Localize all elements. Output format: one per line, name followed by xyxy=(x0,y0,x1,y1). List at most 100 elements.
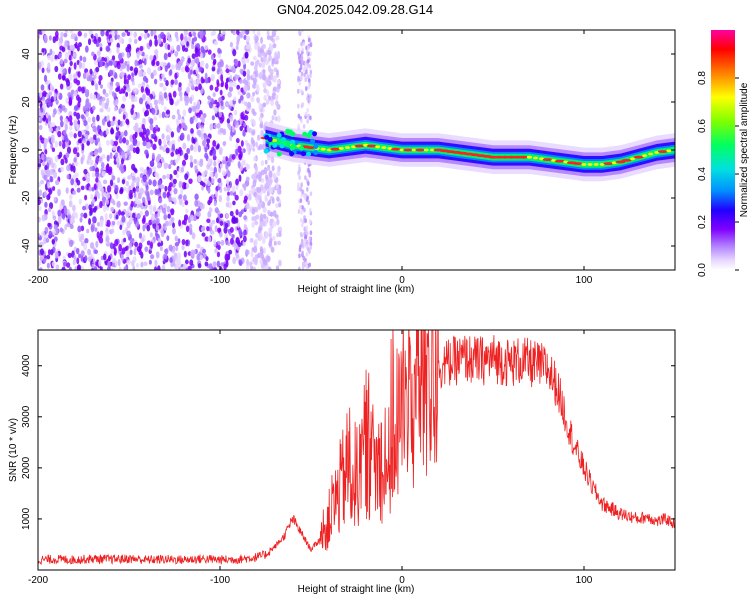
heatmap-cell xyxy=(81,143,85,151)
heatmap-cell xyxy=(197,122,201,129)
heatmap-cell xyxy=(163,77,167,83)
heatmap-cell xyxy=(243,215,247,221)
heatmap-cell xyxy=(189,96,193,105)
heatmap-cell xyxy=(177,238,181,244)
heatmap-cell xyxy=(189,155,193,162)
heatmap-cell xyxy=(239,189,244,197)
heatmap-cell xyxy=(149,118,154,125)
heatmap-cell xyxy=(188,107,192,114)
heatmap-cell xyxy=(270,156,275,164)
heatmap-cell xyxy=(261,256,266,263)
heatmap-cell xyxy=(82,72,87,80)
heatmap-cell xyxy=(181,244,185,251)
heatmap-cell xyxy=(205,256,209,262)
heatmap-cell xyxy=(140,32,144,38)
heatmap-cell xyxy=(233,109,238,116)
spectrogram-x-axis: -200 -100 0 100 xyxy=(28,30,593,286)
heatmap-cell xyxy=(192,138,196,144)
heatmap-cell xyxy=(82,176,87,182)
heatmap-cell xyxy=(118,243,123,252)
heatmap-cell xyxy=(256,30,261,37)
signal-peak xyxy=(666,149,672,153)
heatmap-cell xyxy=(239,125,244,132)
heatmap-cell xyxy=(149,55,154,61)
heatmap-cell xyxy=(252,139,256,148)
heatmap-cell xyxy=(217,177,222,184)
heatmap-cell xyxy=(136,51,140,59)
heatmap-cell xyxy=(139,187,144,195)
heatmap-cell xyxy=(113,140,119,146)
heatmap-cell xyxy=(177,63,181,71)
heatmap-cell xyxy=(48,230,53,237)
heatmap-cell xyxy=(170,64,175,70)
heatmap-cell xyxy=(309,230,313,236)
heatmap-cell xyxy=(93,183,97,191)
heatmap-cell xyxy=(181,39,186,46)
heatmap-cell xyxy=(43,138,49,145)
heatmap-cell xyxy=(214,207,219,214)
heatmap-cell xyxy=(193,36,198,42)
heatmap-cell xyxy=(38,181,41,188)
heatmap-cell xyxy=(139,172,144,179)
heatmap-cell xyxy=(105,45,110,52)
heatmap-cell xyxy=(54,140,58,148)
heatmap-cell xyxy=(90,33,94,39)
y-tick-label: -40 xyxy=(21,238,32,253)
heatmap-cell xyxy=(221,30,226,35)
heatmap-cell xyxy=(91,116,96,123)
heatmap-cell xyxy=(172,90,177,98)
signal-peak xyxy=(587,163,593,166)
heatmap-cell xyxy=(224,222,229,228)
heatmap-cell xyxy=(212,60,216,66)
spectrogram-y-label: Frequency (Hz) xyxy=(8,116,19,185)
heatmap-cell xyxy=(110,139,114,146)
heatmap-cell xyxy=(64,123,68,131)
heatmap-cell xyxy=(196,77,200,85)
heatmap-cell xyxy=(178,180,183,188)
signal-peak xyxy=(390,147,401,151)
heatmap-cell xyxy=(300,209,304,215)
heatmap-cell xyxy=(305,86,308,91)
heatmap-cell xyxy=(305,197,309,203)
heatmap-cell xyxy=(96,231,100,239)
heatmap-cell xyxy=(308,262,312,268)
heatmap-cell xyxy=(44,149,48,155)
signal-peak xyxy=(657,150,668,154)
heatmap-cell xyxy=(156,188,161,195)
heatmap-cell xyxy=(145,86,149,93)
signal-peak xyxy=(642,154,648,158)
heatmap-cell xyxy=(207,158,211,166)
signal-peak xyxy=(366,144,377,148)
heatmap-cell xyxy=(122,114,126,120)
heatmap-cell xyxy=(68,125,73,131)
colorbar-tick-label: 0.0 xyxy=(697,263,708,277)
heatmap-cell xyxy=(112,145,117,151)
heatmap-cell xyxy=(303,238,307,243)
heatmap-cell xyxy=(204,72,208,80)
heatmap-cell xyxy=(194,193,199,201)
heatmap-cell xyxy=(209,166,214,172)
heatmap-cell xyxy=(86,172,90,179)
heatmap-cell xyxy=(108,213,113,219)
heatmap-cell xyxy=(300,182,303,188)
heatmap-cell xyxy=(271,58,275,63)
heatmap-cell xyxy=(229,41,234,48)
heatmap-cell xyxy=(206,218,211,224)
heatmap-cell xyxy=(38,199,41,206)
heatmap-cell xyxy=(189,259,194,266)
heatmap-cell xyxy=(98,59,104,68)
heatmap-cell xyxy=(241,160,245,166)
heatmap-cell xyxy=(249,237,254,243)
heatmap-cell xyxy=(182,194,187,202)
heatmap-cell xyxy=(306,96,309,101)
heatmap-cell xyxy=(47,100,52,107)
heatmap-cell xyxy=(272,30,277,33)
heatmap-cell xyxy=(98,79,102,86)
heatmap-cell xyxy=(233,96,237,102)
heatmap-cell xyxy=(242,230,246,237)
heatmap-cell xyxy=(39,91,43,98)
signal-peak xyxy=(572,162,583,166)
heatmap-cell xyxy=(68,115,73,123)
heatmap-cell xyxy=(105,30,109,37)
heatmap-cell xyxy=(231,125,235,133)
